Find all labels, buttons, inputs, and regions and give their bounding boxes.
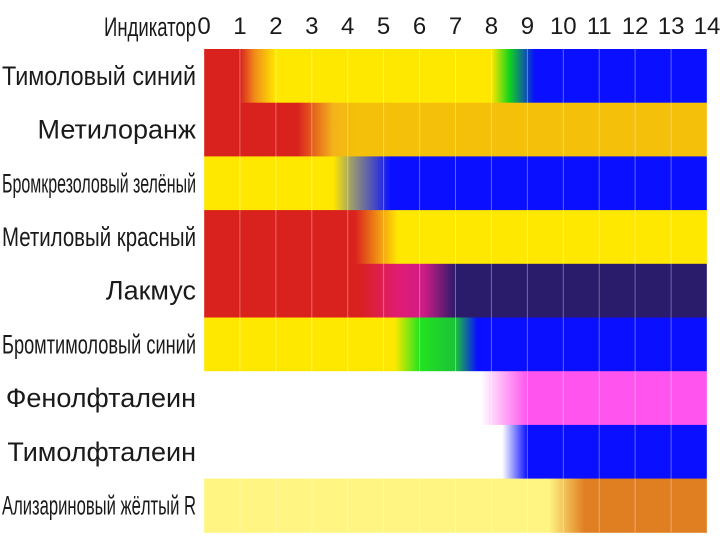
indicator-name: Метиловый красный — [2, 222, 196, 252]
x-tick-labels: 0 1 2 3 4 5 6 7 8 9 10 11 12 13 14 — [197, 13, 720, 40]
x-tick-label: 6 — [413, 13, 426, 40]
x-tick-label: 5 — [377, 13, 390, 40]
indicator-band — [204, 210, 707, 265]
x-tick-label: 7 — [449, 13, 462, 40]
row-labels: Тимоловый синий Метилоранж Бромкрезоловый … — [2, 61, 196, 521]
x-tick-label: 8 — [485, 13, 498, 40]
x-tick-label: 3 — [305, 13, 318, 40]
indicator-name: Фенолфталеин — [6, 383, 196, 413]
indicator-name: Тимолфталеин — [7, 437, 196, 467]
header-label: Индикатор — [104, 12, 196, 42]
indicator-name: Бромкрезоловый зелёный — [2, 168, 196, 198]
indicator-band — [204, 263, 707, 318]
indicator-band — [204, 49, 707, 104]
grid-lines — [203, 49, 708, 533]
indicator-name: Метилоранж — [38, 115, 196, 145]
x-tick-label: 13 — [658, 13, 685, 40]
indicator-bands — [204, 49, 707, 533]
indicator-band — [204, 371, 707, 426]
indicator-name: Тимоловый синий — [2, 61, 196, 91]
x-tick-label: 11 — [587, 13, 612, 40]
indicator-band — [204, 156, 707, 211]
indicator-band — [204, 317, 707, 372]
x-tick-label: 14 — [694, 13, 720, 40]
x-tick-label: 9 — [521, 13, 534, 40]
indicator-name: Бромтимоловый синий — [2, 329, 196, 359]
indicator-band — [204, 478, 707, 533]
indicator-name: Ализариновый жёлтый R — [2, 491, 196, 521]
x-tick-label: 12 — [622, 13, 649, 40]
x-tick-label: 0 — [197, 13, 210, 40]
indicator-band — [204, 102, 707, 157]
x-tick-label: 2 — [269, 13, 282, 40]
x-tick-label: 1 — [233, 13, 246, 40]
x-tick-label: 10 — [550, 13, 577, 40]
indicator-band — [204, 424, 707, 480]
x-tick-label: 4 — [341, 13, 354, 40]
indicator-name: Лакмус — [106, 276, 196, 306]
